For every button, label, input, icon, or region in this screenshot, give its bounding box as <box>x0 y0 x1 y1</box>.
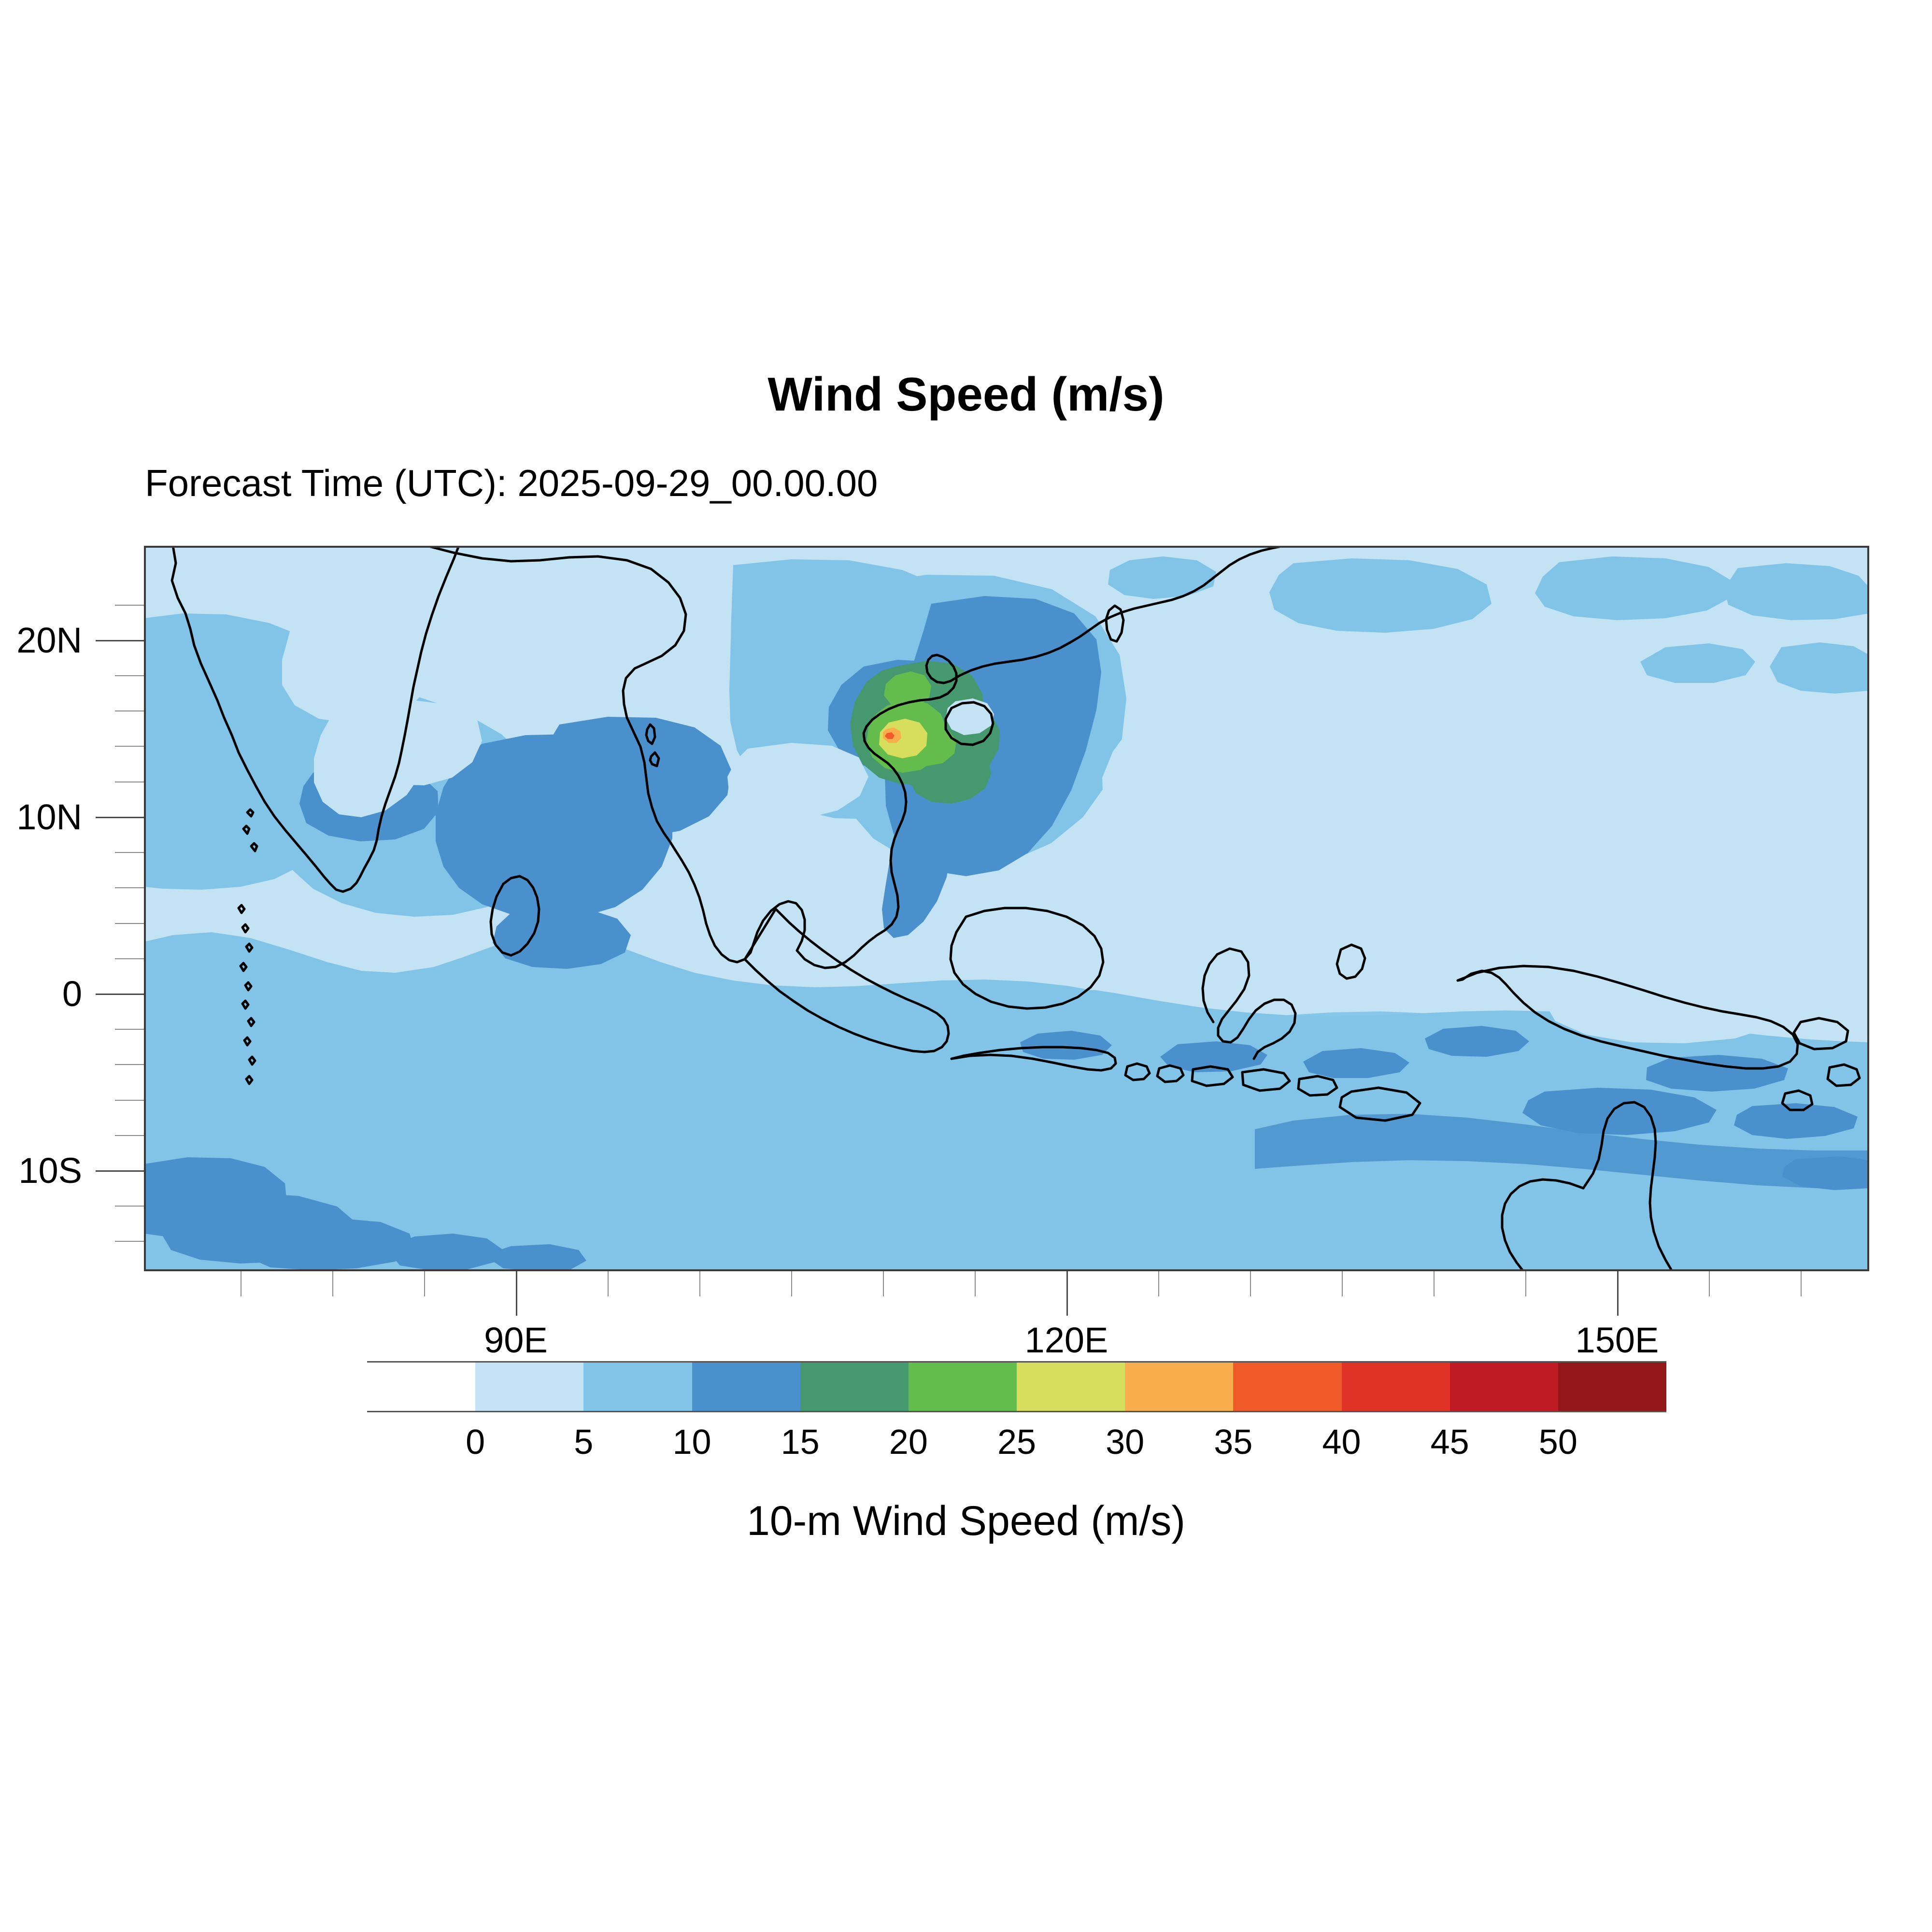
colorbar-tick-40: 40 <box>1322 1423 1361 1462</box>
colorbar <box>367 1361 1667 1412</box>
x-minor-tick <box>424 1271 425 1296</box>
x-minor-tick <box>608 1271 609 1296</box>
y-minor-tick <box>115 1135 144 1136</box>
x-minor-tick <box>1525 1271 1526 1296</box>
colorbar-tick-20: 20 <box>889 1423 928 1462</box>
colorbar-axis-label: 10-m Wind Speed (m/s) <box>746 1498 1186 1544</box>
colorbar-tick-5: 5 <box>574 1423 594 1462</box>
x-minor-tick <box>241 1271 242 1296</box>
y-axis-label-0: 0 <box>62 974 82 1014</box>
colorbar-segment-8 <box>1233 1361 1342 1412</box>
colorbar-segment-7 <box>1125 1361 1234 1412</box>
y-major-tick <box>96 1170 144 1172</box>
map-panel <box>144 546 1869 1271</box>
x-minor-tick <box>1250 1271 1251 1296</box>
y-axis-label-20n: 20N <box>16 620 82 660</box>
x-minor-tick <box>1434 1271 1435 1296</box>
colorbar-segment-5 <box>908 1361 1017 1412</box>
x-minor-tick <box>1709 1271 1710 1296</box>
colorbar-tick-35: 35 <box>1214 1423 1253 1462</box>
y-minor-tick <box>115 781 144 782</box>
y-minor-tick <box>115 605 144 606</box>
colorbar-segment-10 <box>1449 1361 1558 1412</box>
x-minor-tick <box>1342 1271 1343 1296</box>
y-minor-tick <box>115 923 144 924</box>
y-minor-tick <box>115 852 144 853</box>
y-axis-label-10s: 10S <box>18 1151 82 1191</box>
colorbar-tick-45: 45 <box>1430 1423 1469 1462</box>
x-minor-tick <box>332 1271 333 1296</box>
y-minor-tick <box>115 710 144 711</box>
y-minor-tick <box>115 1064 144 1065</box>
colorbar-tick-0: 0 <box>466 1423 485 1462</box>
colorbar-segment-2 <box>583 1361 692 1412</box>
chart-subtitle: Forecast Time (UTC): 2025-09-29_00.00.00 <box>145 462 878 504</box>
x-minor-tick <box>791 1271 792 1296</box>
x-minor-tick <box>1158 1271 1159 1296</box>
x-axis-label-150e: 150E <box>1575 1320 1659 1360</box>
y-minor-tick <box>115 1100 144 1101</box>
y-minor-tick <box>115 1241 144 1242</box>
colorbar-segment-11 <box>1558 1361 1667 1412</box>
y-minor-tick <box>115 1029 144 1030</box>
x-minor-tick <box>699 1271 700 1296</box>
colorbar-segment-4 <box>800 1361 909 1412</box>
colorbar-segment-0 <box>367 1361 476 1412</box>
colorbar-segment-1 <box>475 1361 584 1412</box>
colorbar-tick-50: 50 <box>1538 1423 1577 1462</box>
colorbar-ticks: 0 5 10 15 20 25 30 35 40 45 50 <box>367 1422 1666 1476</box>
x-major-tick <box>1066 1271 1068 1316</box>
x-axis-label-120e: 120E <box>1024 1320 1108 1360</box>
y-axis-label-10n: 10N <box>16 797 82 837</box>
y-minor-tick <box>115 958 144 959</box>
x-minor-tick <box>975 1271 976 1296</box>
coastline-overlay <box>170 546 1861 1271</box>
chart-title: Wind Speed (m/s) <box>767 368 1165 421</box>
x-minor-tick <box>1801 1271 1802 1296</box>
colorbar-segment-6 <box>1017 1361 1125 1412</box>
x-minor-tick <box>883 1271 884 1296</box>
colorbar-segment-9 <box>1341 1361 1450 1412</box>
y-major-tick <box>96 640 144 641</box>
x-major-tick <box>1617 1271 1619 1316</box>
y-major-tick <box>96 817 144 818</box>
y-minor-tick <box>115 746 144 747</box>
y-major-tick <box>96 994 144 995</box>
colorbar-tick-25: 25 <box>997 1423 1037 1462</box>
y-minor-tick <box>115 1206 144 1207</box>
x-major-tick <box>516 1271 517 1316</box>
y-minor-tick <box>115 887 144 888</box>
colorbar-tick-10: 10 <box>672 1423 711 1462</box>
x-axis-label-90e: 90E <box>484 1320 548 1360</box>
colorbar-tick-15: 15 <box>781 1423 820 1462</box>
colorbar-tick-30: 30 <box>1106 1423 1145 1462</box>
y-minor-tick <box>115 675 144 676</box>
colorbar-segment-3 <box>692 1361 800 1412</box>
wind-speed-contour-fill <box>144 546 1869 1271</box>
